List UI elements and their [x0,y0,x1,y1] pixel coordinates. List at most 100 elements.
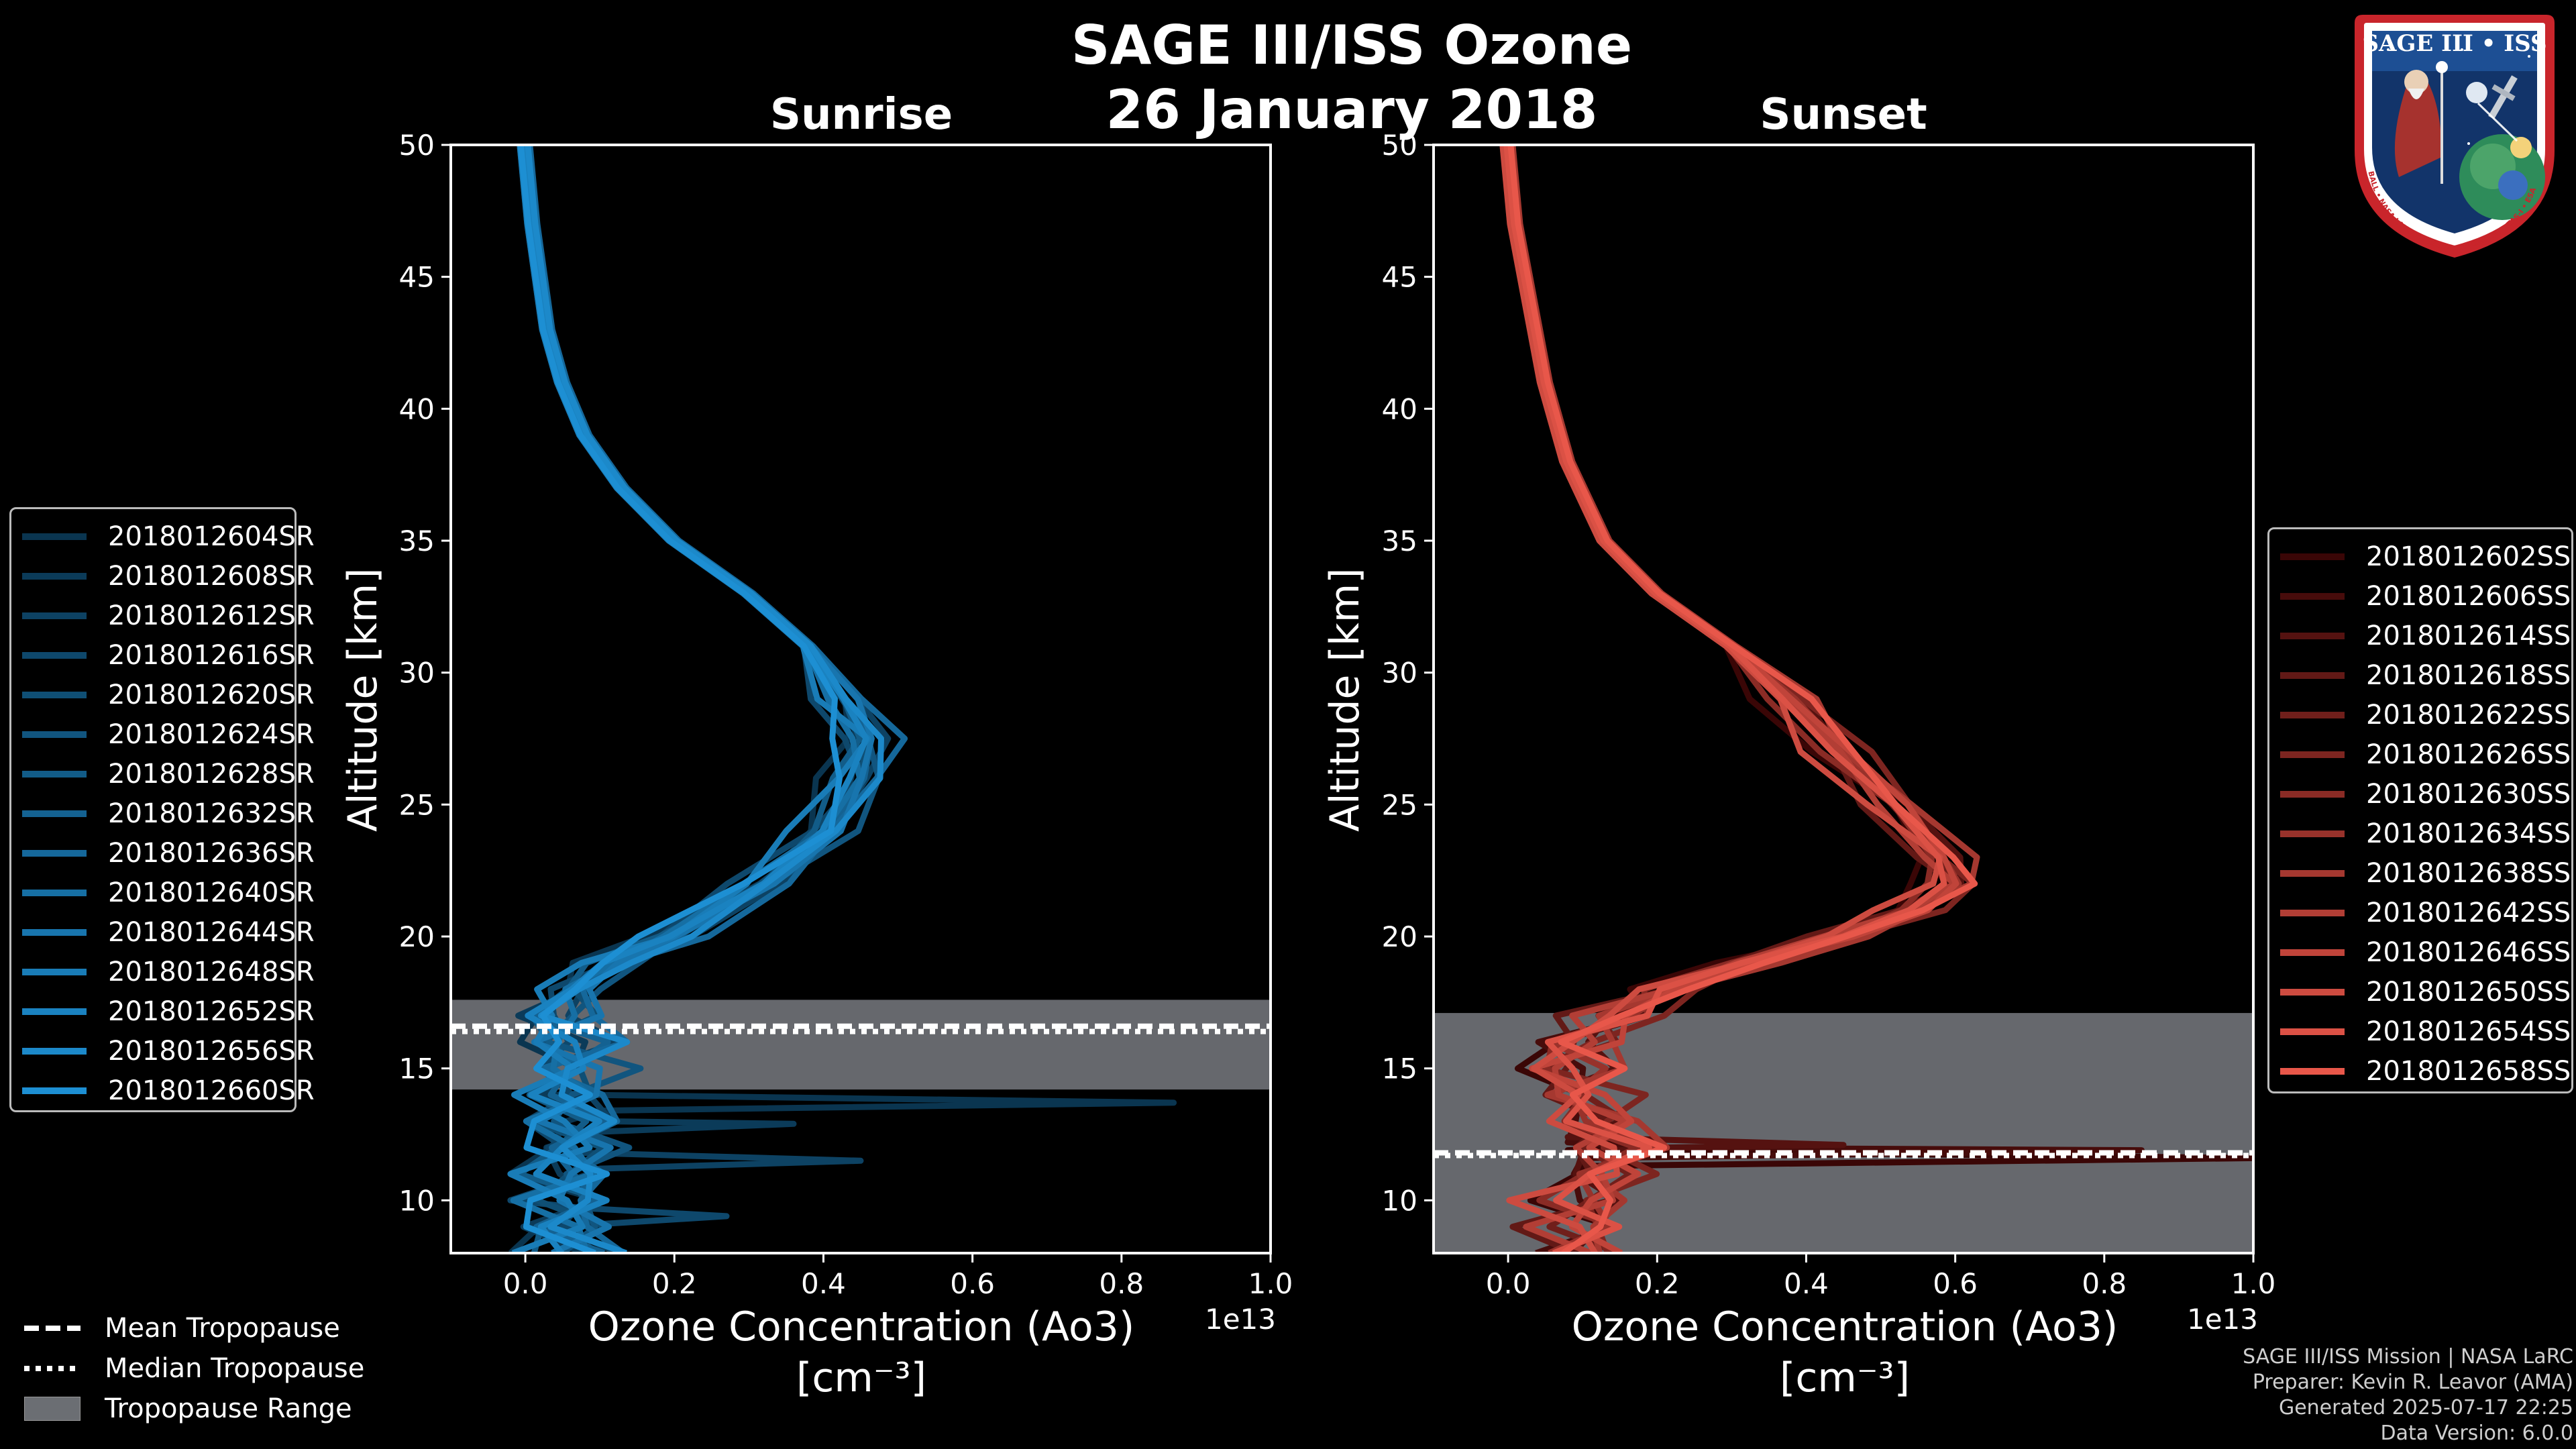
legend-swatch [22,573,87,580]
legend-entry-2018012612SR: 2018012612SR [11,596,315,635]
legend-entry-2018012654SS: 2018012654SS [2269,1012,2571,1051]
profile-line-2018012658SS [1507,145,1978,1253]
legend-sunset: 2018012602SS 2018012606SS 2018012614SS 2018… [2267,527,2573,1093]
profile-line-2018012654SS [1503,145,1947,1253]
legend-label: 2018012648SR [108,957,315,987]
legend-entry-2018012622SS: 2018012622SS [2269,696,2571,735]
legend-entry-2018012630SS: 2018012630SS [2269,775,2571,814]
legend-entry-2018012644SR: 2018012644SR [11,913,315,952]
footer-line-2: Preparer: Kevin R. Leavor (AMA) [2252,1371,2573,1394]
legend-swatch [2280,791,2345,798]
footer-info: SAGE III/ISS Mission | NASA LaRC Prepare… [2243,1344,2573,1446]
legend-entry-2018012618SS: 2018012618SS [2269,656,2571,695]
legend-label: 2018012602SS [2366,541,2571,572]
y-tick-label: 35 [1382,525,1417,557]
panel-title-sunset: Sunset [1760,90,1927,140]
x-tick-label: 1.0 [1248,1267,1293,1300]
legend-entry-2018012638SS: 2018012638SS [2269,854,2571,893]
legend-label: 2018012642SS [2366,898,2571,928]
plot-frame [449,144,1272,1254]
legend-swatch [22,652,87,659]
legend-entry-2018012636SR: 2018012636SR [11,834,315,873]
legend-label: 2018012616SR [108,640,315,671]
mean-tropopause-label: Mean Tropopause [105,1313,340,1344]
legend-label: 2018012620SR [108,680,315,710]
legend-label: 2018012604SR [108,521,315,552]
legend-tropopause-range: Tropopause Range [24,1389,364,1429]
y-tick-label: 10 [1382,1184,1417,1217]
title-line-2: 26 January 2018 [1106,78,1598,141]
legend-entry-2018012620SR: 2018012620SR [11,676,315,714]
x-axis-label-sunset-text: Ozone Concentration (Ao3) [1571,1303,2118,1350]
x-axis-units-sunrise: [cm⁻³] [796,1354,926,1401]
y-tick-label: 50 [1382,129,1417,162]
legend-swatch [22,810,87,817]
legend-entry-2018012660SR: 2018012660SR [11,1071,315,1110]
legend-swatch [22,850,87,857]
x-axis-units-sunset: [cm⁻³] [1780,1354,1910,1401]
tropopause-legend: Mean Tropopause Median Tropopause Tropop… [24,1308,364,1429]
legend-entry-2018012616SR: 2018012616SR [11,636,315,675]
profile-line-2018012656SR [525,145,884,1253]
legend-swatch [22,969,87,975]
footer-line-3: Generated 2025-07-17 22:25 [2278,1396,2573,1419]
x-tick-label: 0.0 [1486,1267,1531,1300]
legend-label: 2018012608SR [108,561,315,592]
y-tick-label: 40 [399,392,435,425]
profile-line-2018012650SS [1499,145,1943,1253]
legend-swatch [2280,712,2345,718]
legend-entry-2018012648SR: 2018012648SR [11,953,315,991]
panel-title-sunrise: Sunrise [769,90,953,140]
legend-label: 2018012626SS [2366,739,2571,770]
legend-label: 2018012644SR [108,917,315,948]
figure-title: SAGE III/ISS Ozone 26 January 2018 [0,13,2576,142]
legend-swatch [22,1048,87,1055]
legend-entry-2018012656SR: 2018012656SR [11,1032,315,1071]
y-tick-label: 10 [399,1184,435,1217]
median-tropopause-label: Median Tropopause [105,1353,365,1384]
y-tick-label: 40 [1382,392,1417,425]
x-axis-label-sunrise-text: Ozone Concentration (Ao3) [588,1303,1135,1350]
legend-swatch [22,890,87,896]
legend-swatch [2280,1028,2345,1035]
dotted-line-swatch [24,1366,80,1371]
x-tick-label: 1.0 [2231,1267,2276,1300]
plot-frame [1432,144,2255,1254]
legend-label: 2018012628SR [108,759,315,790]
legend-entry-2018012624SR: 2018012624SR [11,715,315,754]
x-tick-label: 0.6 [1933,1267,1978,1300]
x-tick-label: 0.8 [1099,1267,1144,1300]
legend-entry-2018012646SS: 2018012646SS [2269,933,2571,972]
legend-label: 2018012646SS [2366,937,2571,968]
legend-label: 2018012656SR [108,1036,315,1067]
y-tick-label: 25 [399,788,435,821]
legend-entry-2018012604SR: 2018012604SR [11,517,315,556]
legend-median-tropopause: Median Tropopause [24,1348,364,1389]
legend-label: 2018012660SR [108,1075,315,1106]
y-axis-label-sunset: Altitude [km] [1322,568,1368,832]
legend-label: 2018012658SS [2366,1056,2571,1087]
legend-entry-2018012652SR: 2018012652SR [11,992,315,1031]
y-tick-label: 25 [1382,788,1417,821]
y-tick-label: 50 [399,129,435,162]
legend-swatch [2280,830,2345,837]
x-scale-sunset: 1e13 [2187,1303,2259,1336]
y-tick-label: 30 [1382,657,1417,690]
x-axis-label-sunrise: Ozone Concentration (Ao3) [cm⁻³] [559,1301,1163,1403]
legend-entry-2018012640SR: 2018012640SR [11,873,315,912]
legend-swatch [2280,751,2345,758]
legend-mean-tropopause: Mean Tropopause [24,1308,364,1348]
legend-swatch [2280,910,2345,916]
legend-entry-2018012658SS: 2018012658SS [2269,1052,2571,1091]
title-line-1: SAGE III/ISS Ozone [1071,14,1633,76]
legend-swatch [22,612,87,619]
tropopause-range-label: Tropopause Range [105,1393,352,1424]
y-axis-label-sunrise: Altitude [km] [339,568,386,832]
legend-swatch [22,533,87,540]
legend-entry-2018012634SS: 2018012634SS [2269,814,2571,853]
x-axis-label-sunset: Ozone Concentration (Ao3) [cm⁻³] [1543,1301,2147,1403]
legend-entry-2018012602SS: 2018012602SS [2269,537,2571,576]
legend-entry-2018012632SR: 2018012632SR [11,794,315,833]
